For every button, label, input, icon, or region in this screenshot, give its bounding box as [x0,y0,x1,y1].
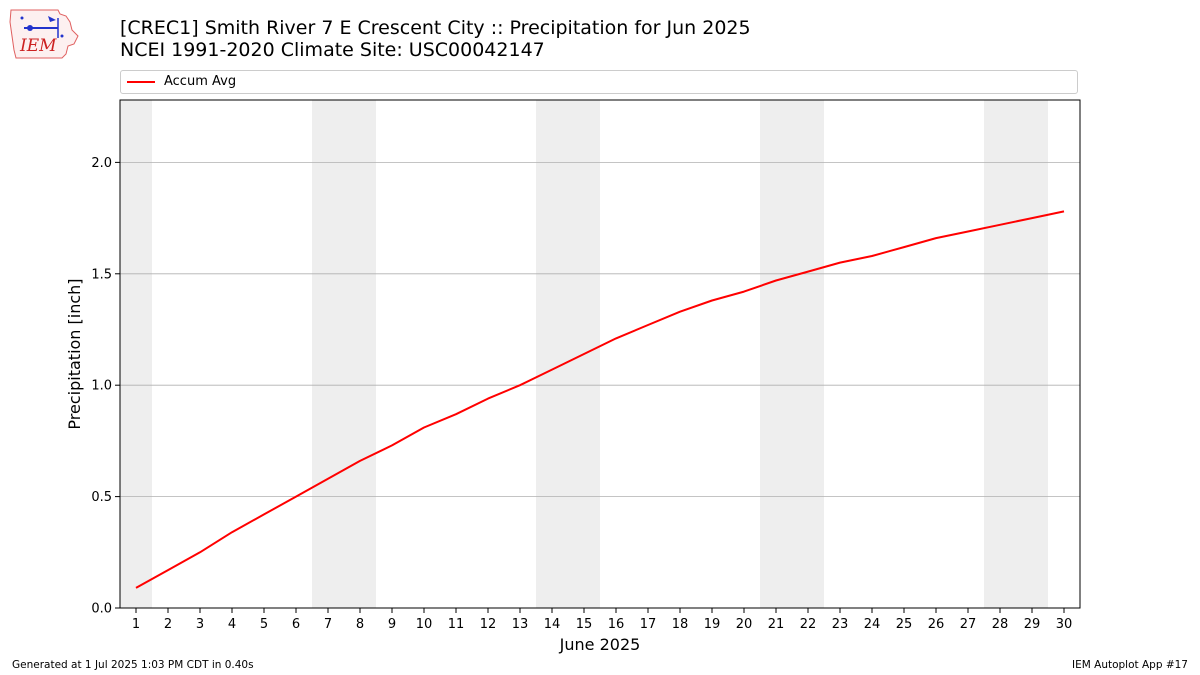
weekend-band [1016,100,1048,608]
x-tick-label: 15 [576,617,593,632]
y-axis: 0.0 0.5 1.0 1.5 2.0 [91,156,120,617]
x-tick-label: 7 [324,617,332,632]
weekend-band [984,100,1016,608]
x-axis-label: June 2025 [559,635,641,654]
x-tick-label: 21 [768,617,785,632]
x-tick-label: 3 [196,617,204,632]
x-tick-label: 2 [164,617,172,632]
y-axis-label: Precipitation [inch] [65,278,84,429]
x-tick-label: 25 [896,617,913,632]
x-tick-label: 12 [480,617,497,632]
iem-logo-text: IEM [19,36,57,56]
weekend-band [536,100,568,608]
generated-timestamp: Generated at 1 Jul 2025 1:03 PM CDT in 0… [12,659,254,671]
app-label: IEM Autoplot App #17 [1072,659,1188,671]
x-tick-label: 27 [960,617,977,632]
x-tick-label: 5 [260,617,268,632]
title-line-2: NCEI 1991-2020 Climate Site: USC00042147 [120,39,545,61]
x-tick-label: 11 [448,617,465,632]
x-tick-label: 9 [388,617,396,632]
weekend-band [312,100,344,608]
x-tick-label: 22 [800,617,817,632]
grid-lines [120,161,1080,497]
x-tick-label: 19 [704,617,721,632]
x-tick-label: 4 [228,617,236,632]
x-tick-label: 14 [544,617,561,632]
y-tick-label: 1.5 [91,267,112,282]
x-tick-label: 20 [736,617,753,632]
weekend-band [760,100,792,608]
iem-logo-icon: IEM [9,9,79,59]
x-tick-label: 16 [608,617,625,632]
weekend-band [120,100,152,608]
x-tick-label: 24 [864,617,881,632]
x-tick-label: 1 [132,617,140,632]
x-tick-label: 26 [928,617,945,632]
x-tick-label: 10 [416,617,433,632]
x-axis: 1 2 3 4 5 6 7 8 9 10 11 12 13 14 15 16 17 18 19 20 21 22 23 24 2… [132,608,1072,632]
y-tick-label: 0.5 [91,490,112,505]
weekend-band [792,100,824,608]
y-tick-label: 2.0 [91,156,112,171]
x-tick-label: 18 [672,617,689,632]
chart-title: [CREC1] Smith River 7 E Crescent City ::… [120,17,751,61]
x-tick-label: 6 [292,617,300,632]
legend-swatch [127,81,155,83]
x-tick-label: 23 [832,617,849,632]
title-line-1: [CREC1] Smith River 7 E Crescent City ::… [120,17,751,39]
series-line-accum-avg [135,210,1065,589]
legend: Accum Avg [120,70,1078,94]
y-tick-label: 0.0 [91,602,112,617]
x-tick-label: 17 [640,617,657,632]
y-tick-label: 1.0 [91,379,112,394]
x-tick-label: 13 [512,617,529,632]
x-tick-label: 28 [992,617,1009,632]
series-layer [135,210,1065,589]
weekend-band [344,100,376,608]
x-tick-label: 30 [1056,617,1073,632]
x-tick-label: 8 [356,617,364,632]
x-tick-label: 29 [1024,617,1041,632]
legend-label-accum-avg: Accum Avg [164,74,237,89]
plot-frame [119,99,1081,609]
